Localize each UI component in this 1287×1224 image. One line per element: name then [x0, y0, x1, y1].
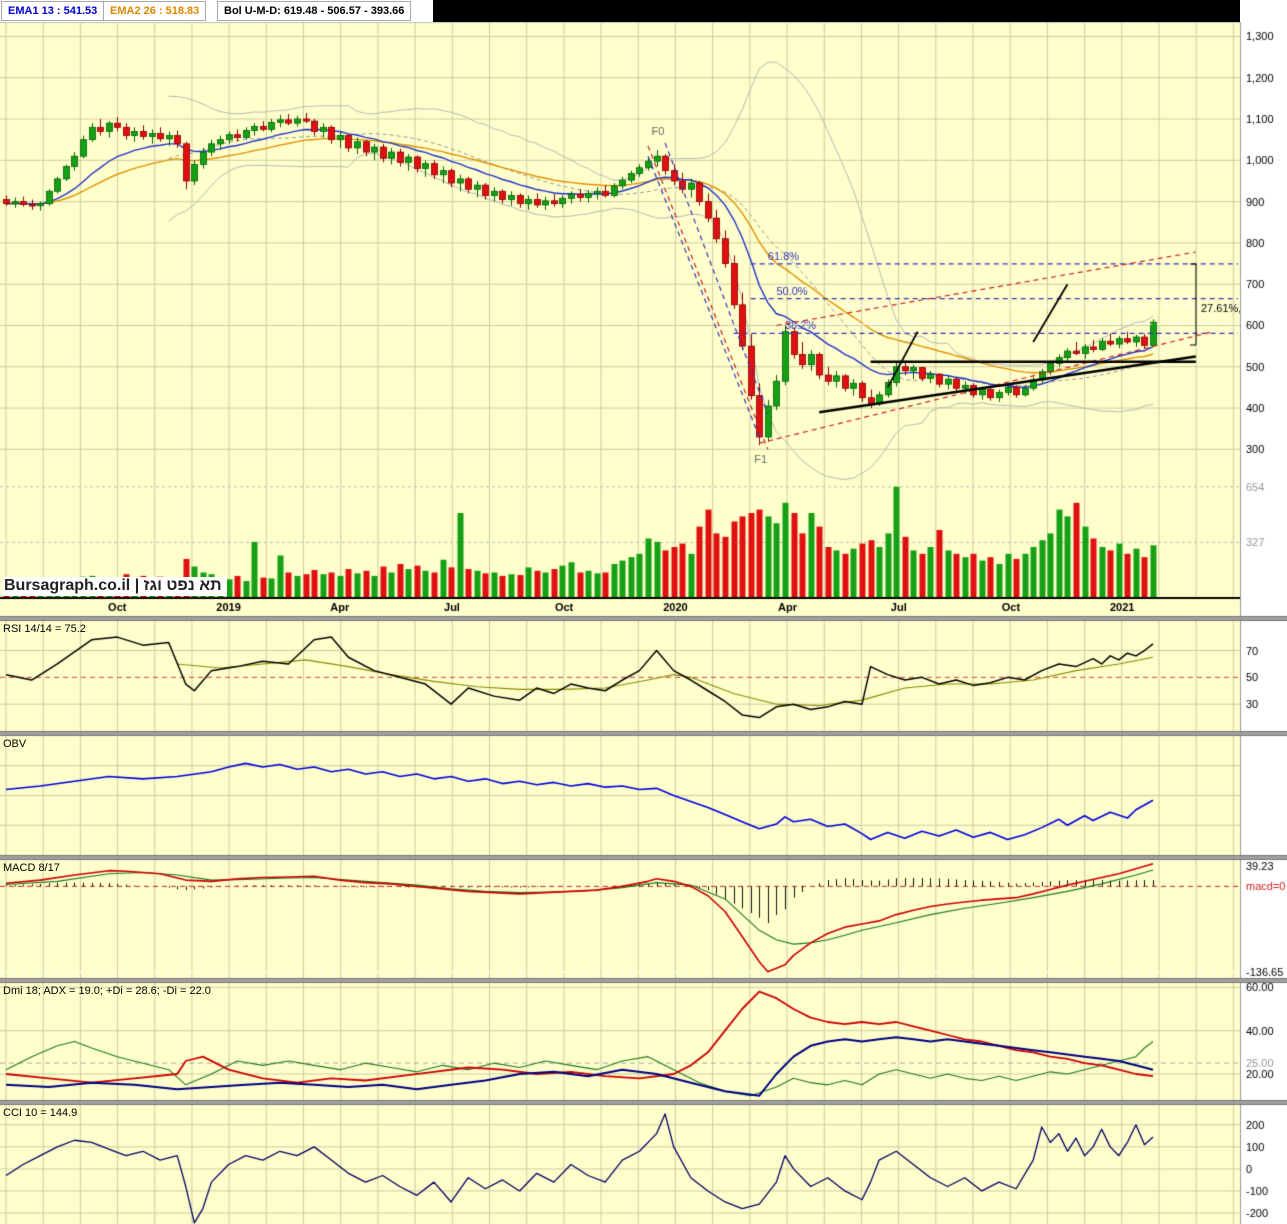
ema1-legend: EMA1 13 : 541.53 [1, 1, 105, 21]
header-filler-bar [433, 0, 1240, 22]
bollinger-legend: Bol U-M-D: 619.48 - 506.57 - 393.66 [217, 1, 412, 21]
indicator-legend-bar: EMA1 13 : 541.53 EMA2 26 : 518.83 Bol U-… [0, 0, 1287, 22]
ema2-legend: EMA2 26 : 518.83 [103, 1, 207, 21]
